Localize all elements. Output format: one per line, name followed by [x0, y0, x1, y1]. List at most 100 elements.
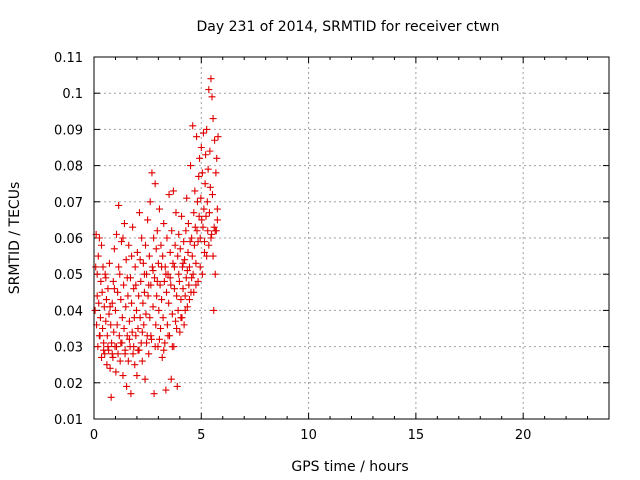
data-point-marker: [131, 361, 139, 369]
data-point-marker: [207, 234, 215, 242]
data-point-marker: [101, 350, 109, 358]
data-point-marker: [108, 299, 116, 307]
data-point-marker: [175, 277, 183, 285]
data-point-marker: [152, 321, 160, 329]
data-point-marker: [109, 353, 117, 361]
data-point-marker: [131, 263, 139, 271]
data-point-marker: [181, 306, 189, 314]
data-point-marker: [203, 198, 211, 206]
x-tick-label: 15: [408, 428, 425, 443]
data-point-marker: [103, 332, 111, 340]
data-point-marker: [98, 288, 106, 296]
data-point-marker: [159, 252, 167, 260]
data-point-marker: [207, 75, 215, 83]
data-point-marker: [151, 343, 159, 351]
data-point-marker: [102, 317, 110, 325]
data-point-marker: [140, 270, 148, 278]
data-point-marker: [123, 382, 131, 390]
data-point-marker: [154, 259, 162, 267]
data-point-marker: [198, 270, 206, 278]
data-point-marker: [199, 223, 207, 231]
data-point-marker: [169, 187, 177, 195]
data-point-marker: [193, 227, 201, 235]
y-tick-label: 0.02: [54, 377, 83, 392]
data-point-marker: [128, 299, 136, 307]
data-point-marker: [157, 241, 165, 249]
data-point-marker: [170, 263, 178, 271]
y-tick-label: 0.05: [54, 268, 83, 283]
data-point-marker: [117, 339, 125, 347]
data-point-marker: [198, 216, 206, 224]
data-points: [91, 75, 222, 401]
data-point-marker: [174, 252, 182, 260]
data-point-marker: [95, 234, 103, 242]
data-point-marker: [142, 241, 149, 249]
data-point-marker: [163, 288, 171, 296]
data-point-marker: [101, 270, 109, 278]
data-point-marker: [188, 274, 196, 282]
data-point-marker: [210, 223, 218, 231]
data-point-marker: [94, 343, 102, 351]
data-point-marker: [155, 205, 163, 213]
y-tick-label: 0.11: [54, 51, 83, 66]
data-point-marker: [106, 364, 114, 372]
data-point-marker: [112, 368, 120, 376]
data-point-marker: [107, 393, 115, 401]
y-tick-label: 0.01: [54, 413, 83, 428]
data-point-marker: [115, 201, 123, 209]
data-point-marker: [181, 256, 189, 264]
data-point-marker: [113, 343, 121, 351]
data-point-marker: [144, 292, 152, 300]
data-point-marker: [153, 277, 161, 285]
data-point-marker: [113, 321, 121, 329]
data-point-marker: [160, 277, 168, 285]
data-point-marker: [108, 339, 116, 347]
data-point-marker: [179, 259, 187, 267]
data-point-marker: [163, 234, 171, 242]
data-point-marker: [183, 303, 191, 311]
y-tick-label: 0.1: [62, 87, 83, 102]
data-point-marker: [203, 252, 211, 260]
data-point-marker: [202, 212, 210, 220]
data-point-marker: [188, 234, 196, 242]
data-point-marker: [186, 238, 194, 246]
data-point-marker: [127, 390, 135, 398]
data-point-marker: [122, 256, 130, 264]
data-point-marker: [104, 343, 112, 351]
x-tick-label: 5: [197, 428, 205, 443]
data-point-marker: [203, 125, 211, 133]
data-point-marker: [160, 220, 168, 228]
data-point-marker: [106, 303, 114, 311]
data-point-marker: [103, 361, 111, 369]
data-point-marker: [129, 223, 137, 231]
data-point-marker: [100, 346, 108, 354]
data-point-marker: [201, 180, 209, 188]
data-point-marker: [134, 346, 142, 354]
data-point-marker: [137, 277, 145, 285]
data-point-marker: [185, 281, 193, 289]
data-point-marker: [195, 172, 203, 180]
data-point-marker: [158, 296, 166, 304]
data-point-marker: [119, 234, 127, 242]
data-point-marker: [122, 303, 130, 311]
data-point-marker: [196, 234, 204, 242]
data-point-marker: [208, 93, 216, 101]
data-point-marker: [204, 165, 212, 173]
data-point-marker: [135, 292, 143, 300]
data-point-marker: [149, 267, 157, 275]
data-point-marker: [191, 187, 199, 195]
data-point-marker: [183, 267, 191, 275]
x-tick-label: 0: [90, 428, 98, 443]
data-point-marker: [107, 321, 115, 329]
data-point-marker: [125, 335, 133, 343]
data-point-marker: [128, 328, 136, 336]
data-point-marker: [176, 245, 184, 253]
data-point-marker: [155, 306, 163, 314]
data-point-marker: [140, 288, 148, 296]
data-point-marker: [197, 144, 205, 151]
data-point-marker: [94, 252, 102, 260]
data-point-marker: [171, 241, 179, 249]
data-point-marker: [166, 274, 174, 282]
data-point-marker: [150, 234, 158, 242]
data-point-marker: [117, 238, 125, 246]
